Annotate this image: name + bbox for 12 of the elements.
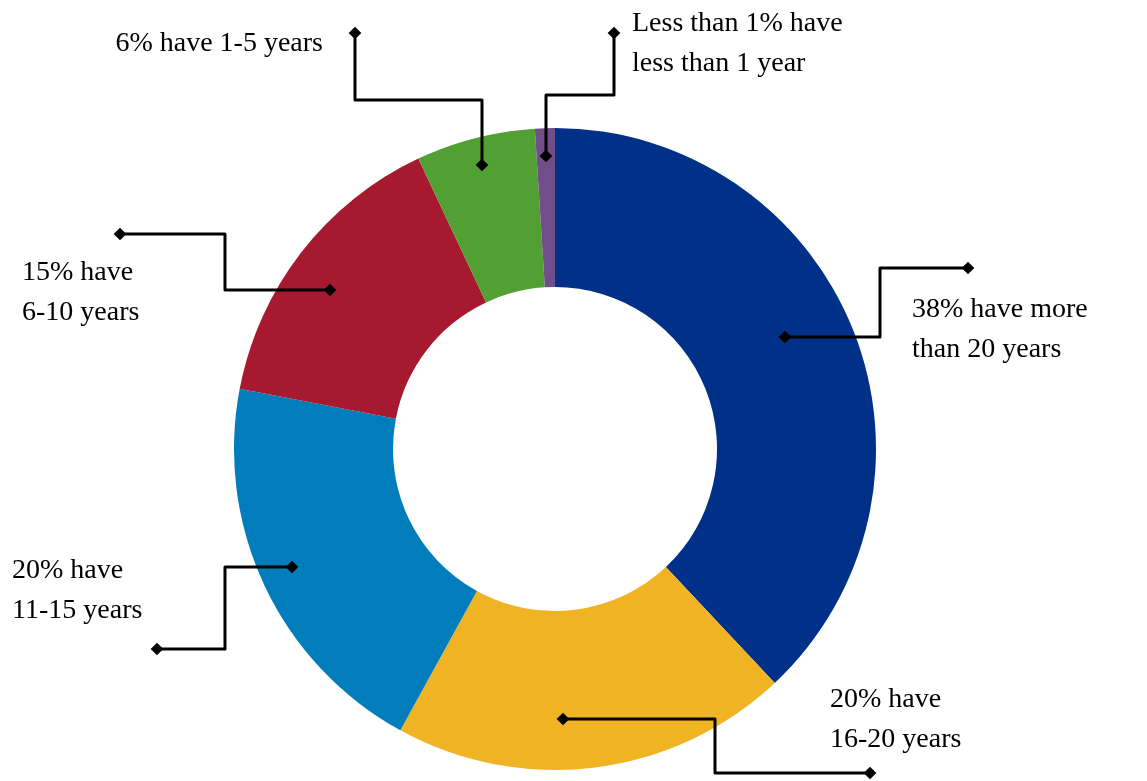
slice-label: 15% have 6-10 years (22, 255, 140, 326)
donut-slice (234, 388, 477, 731)
slice-label: 20% have 16-20 years (830, 682, 962, 753)
donut-slice (534, 128, 555, 288)
slice-label: 38% have more than 20 years (912, 292, 1088, 363)
slice-label: 20% have 11-15 years (12, 553, 143, 624)
donut-slice (555, 128, 876, 683)
donut-slice (239, 158, 487, 419)
donut-slice (400, 567, 775, 770)
slice-label: 6% have 1-5 years (115, 26, 323, 57)
donut-slice (418, 128, 545, 303)
slice-label: Less than 1% have less than 1 year (632, 6, 843, 77)
